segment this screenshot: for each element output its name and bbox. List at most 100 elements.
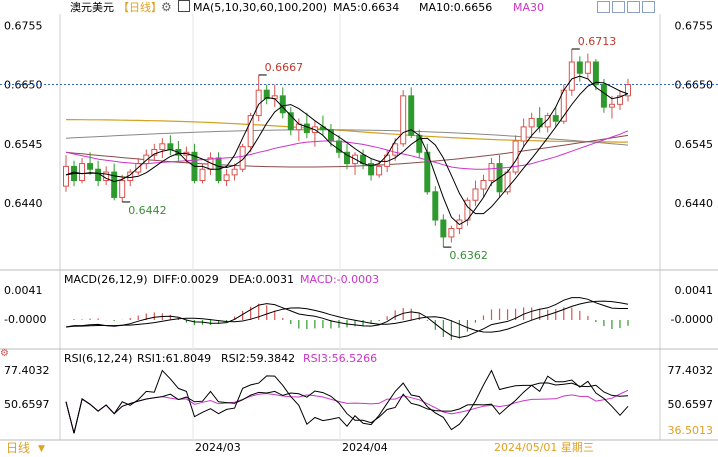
period-tag[interactable]: 【日线】 — [118, 1, 162, 14]
candle-body — [199, 168, 206, 182]
macd-diff-line — [65, 297, 628, 339]
candle-body — [231, 168, 238, 176]
period-selector[interactable]: 日线 — [6, 441, 31, 455]
candle-body — [520, 126, 527, 142]
rsi1-value: RSI1:61.8049 — [137, 352, 212, 365]
candle-body — [488, 163, 495, 182]
candle-body — [159, 143, 166, 150]
ma200-line — [66, 119, 628, 143]
macd-tick-right: 0.0041 — [675, 284, 714, 297]
candle-body — [576, 61, 583, 74]
candle-body — [568, 61, 575, 91]
price-tick-left: 0.6755 — [4, 19, 43, 32]
price-tick-left: 0.6650 — [4, 79, 43, 92]
zoom-out-icon[interactable] — [612, 1, 625, 13]
scroll-left-icon[interactable] — [627, 1, 640, 13]
rsi-tick-left: 77.4032 — [4, 364, 50, 377]
candle-body — [608, 103, 615, 108]
price-tick-left: 0.6545 — [4, 138, 43, 151]
rsi-tick-left: 50.6597 — [4, 398, 50, 411]
price-tick-right: 0.6755 — [675, 19, 714, 32]
ma5-line — [65, 75, 629, 226]
candle-body — [432, 191, 439, 221]
cursor-date: 2024/05/01 星期三 — [494, 441, 594, 454]
ma10-value: MA10:0.6656 — [419, 1, 493, 14]
candle-body — [255, 89, 262, 117]
extreme-label: 0.6667 — [265, 61, 304, 74]
period-dropdown-icon[interactable]: ▼ — [38, 444, 45, 454]
rsi1-line — [65, 369, 629, 434]
ma30-value: MA30 — [513, 1, 545, 14]
candle-body — [376, 165, 383, 176]
indicator-settings-icon[interactable]: ⚙ — [0, 348, 9, 359]
candle-body — [600, 84, 607, 108]
ma100-line — [65, 129, 629, 146]
zoom-in-icon[interactable] — [597, 1, 610, 13]
candle-body — [87, 163, 94, 170]
candle-body — [151, 148, 158, 156]
rsi-label: RSI(6,12,24) — [64, 352, 133, 365]
scroll-right-icon[interactable] — [642, 1, 655, 13]
candle-body — [119, 180, 126, 198]
macd-tick-right: -0.0000 — [671, 313, 713, 326]
extreme-label: 0.6442 — [128, 204, 167, 217]
macd-dea: DEA:0.0031 — [229, 273, 294, 286]
candle-body — [287, 112, 294, 131]
candle-body — [400, 95, 407, 145]
date-label-apr: 2024/04 — [342, 441, 388, 454]
candle-body — [504, 171, 511, 193]
price-tick-left: 0.6440 — [4, 197, 43, 210]
rsi-tick-right-low: 36.5013 — [668, 424, 714, 437]
candle-body — [335, 140, 342, 153]
candle-body — [512, 140, 519, 173]
candle-body — [327, 129, 334, 142]
candle-body — [592, 61, 599, 86]
macd-tick-left: 0.0041 — [4, 284, 43, 297]
price-tick-right: 0.6545 — [675, 138, 714, 151]
macd-tick-left: -0.0000 — [4, 313, 46, 326]
macd-diff: DIFF:0.0029 — [153, 273, 219, 286]
candle-body — [167, 143, 174, 150]
macd-value: MACD:-0.0003 — [300, 273, 380, 286]
candle-body — [584, 61, 591, 74]
rsi2-line — [65, 382, 629, 434]
ma-toggle-icon[interactable] — [178, 0, 190, 12]
candle-body — [552, 115, 559, 122]
ma-params-label: MA(5,10,30,60,100,200) — [193, 1, 328, 14]
extreme-label: 0.6362 — [449, 249, 488, 262]
macd-dea-line — [65, 300, 629, 333]
candle-body — [392, 143, 399, 156]
candle-body — [528, 117, 535, 128]
candle-body — [344, 151, 350, 165]
candle-body — [279, 95, 286, 114]
candle-body — [63, 165, 69, 187]
rsi-tick-right: 50.6597 — [668, 398, 714, 411]
candle-body — [408, 95, 415, 136]
candle-body — [440, 219, 447, 238]
candle-body — [303, 123, 310, 134]
candle-body — [480, 180, 487, 190]
candle-body — [263, 89, 270, 100]
candle-body — [239, 146, 246, 170]
rsi-tick-right: 77.4032 — [668, 364, 714, 377]
candle-body — [625, 84, 631, 97]
ma10-line — [65, 81, 629, 215]
extreme-label: 0.6713 — [578, 35, 617, 48]
candle-body — [448, 227, 455, 238]
rsi3-value: RSI3:56.5266 — [303, 352, 378, 365]
candle-body — [223, 174, 230, 182]
candle-body — [616, 95, 623, 105]
ma5-value: MA5:0.6634 — [333, 1, 400, 14]
macd-label: MACD(26,12,9) — [64, 273, 148, 286]
candle-body — [247, 115, 254, 148]
date-label-mar: 2024/03 — [195, 441, 241, 454]
settings-icon[interactable]: ⚙ — [161, 0, 172, 14]
price-tick-right: 0.6440 — [675, 197, 714, 210]
candle-body — [472, 188, 479, 201]
candle-body — [79, 163, 86, 182]
symbol-title: 澳元美元 — [70, 1, 114, 14]
candle-body — [111, 171, 118, 198]
rsi2-value: RSI2:59.3842 — [221, 352, 296, 365]
candle-body — [368, 163, 375, 176]
